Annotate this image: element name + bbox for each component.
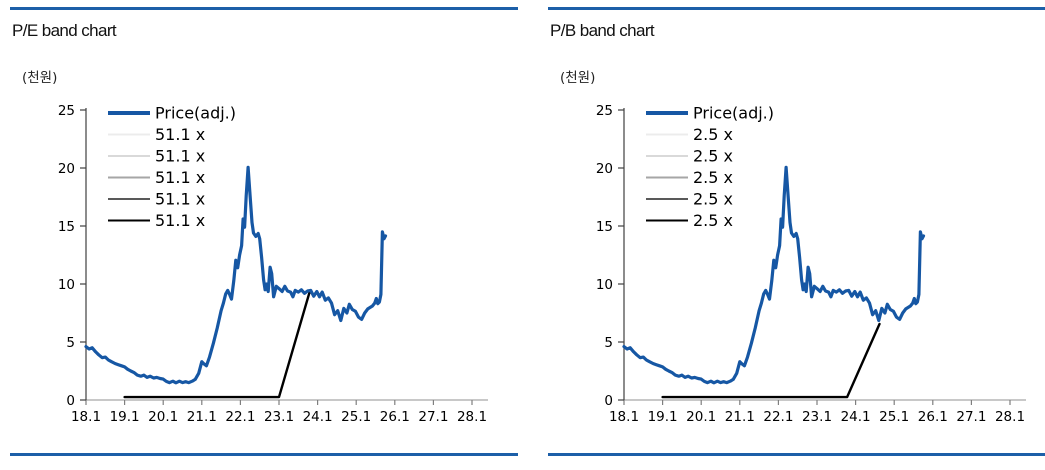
bottom-rule bbox=[548, 453, 1045, 456]
x-tick-label: 19.1 bbox=[648, 409, 678, 425]
legend-label: Price(adj.) bbox=[155, 104, 236, 123]
legend-label: 51.1 x bbox=[155, 147, 205, 166]
band-line bbox=[661, 322, 881, 399]
legend-label: 2.5 x bbox=[693, 147, 733, 166]
x-tick-label: 21.1 bbox=[187, 409, 217, 425]
x-tick-label: 27.1 bbox=[956, 409, 986, 425]
price-line bbox=[622, 165, 926, 385]
pe-chart-canvas: 18.1 19.1 20.1 21.1 22.1 23.1 24.1 25.1 26.1 27.1… bbox=[58, 103, 488, 425]
legend-label: 2.5 x bbox=[693, 190, 733, 209]
y-axis-unit-label: (천원) bbox=[22, 70, 58, 86]
x-tick-label: 21.1 bbox=[725, 409, 755, 425]
pe-band-chart-panel: P/E band chart (천원) 18.1 19.1 20.1 21.1 22.1… bbox=[10, 0, 518, 470]
x-tick-label: 24.1 bbox=[303, 409, 333, 425]
legend-label: 2.5 x bbox=[693, 125, 733, 144]
x-tick-label: 26.1 bbox=[918, 409, 948, 425]
x-tick-label: 23.1 bbox=[802, 409, 832, 425]
y-tick-label: 5 bbox=[66, 335, 75, 351]
x-tick-label: 18.1 bbox=[609, 409, 639, 425]
x-tick-label: 20.1 bbox=[686, 409, 716, 425]
legend-label: 51.1 x bbox=[155, 168, 205, 187]
y-tick-label: 25 bbox=[596, 103, 613, 119]
y-tick-label: 10 bbox=[58, 277, 75, 293]
x-tick-label: 25.1 bbox=[879, 409, 909, 425]
legend-label: 51.1 x bbox=[155, 125, 205, 144]
legend-label: 51.1 x bbox=[155, 190, 205, 209]
top-rule bbox=[10, 7, 518, 10]
bottom-rule bbox=[10, 453, 518, 456]
y-axis-unit-label: (천원) bbox=[560, 70, 596, 86]
legend-label: 2.5 x bbox=[693, 168, 733, 187]
y-tick-label: 10 bbox=[596, 277, 613, 293]
legend: Price(adj.) 51.1 x 51.1 x 51.1 x 51.1 x 51.1 … bbox=[108, 104, 236, 230]
legend-label: Price(adj.) bbox=[693, 104, 774, 123]
y-tick-label: 15 bbox=[596, 219, 613, 235]
chart-title: P/B band chart bbox=[550, 21, 655, 40]
x-tick-label: 20.1 bbox=[148, 409, 178, 425]
y-tick-label: 0 bbox=[604, 393, 613, 409]
x-tick-label: 28.1 bbox=[995, 409, 1025, 425]
chart-title: P/E band chart bbox=[12, 21, 117, 40]
y-tick-label: 5 bbox=[604, 335, 613, 351]
legend-label: 51.1 x bbox=[155, 211, 205, 230]
x-tick-label: 18.1 bbox=[71, 409, 101, 425]
x-tick-label: 19.1 bbox=[110, 409, 140, 425]
x-tick-label: 22.1 bbox=[763, 409, 793, 425]
legend-label: 2.5 x bbox=[693, 211, 733, 230]
top-rule bbox=[548, 7, 1045, 10]
band-line bbox=[123, 289, 312, 399]
y-tick-label: 20 bbox=[596, 161, 613, 177]
y-tick-label: 15 bbox=[58, 219, 75, 235]
x-tick-label: 24.1 bbox=[841, 409, 871, 425]
x-tick-label: 26.1 bbox=[380, 409, 410, 425]
x-tick-label: 27.1 bbox=[418, 409, 448, 425]
legend: Price(adj.) 2.5 x 2.5 x 2.5 x 2.5 x 2.5 x bbox=[646, 104, 774, 230]
y-tick-label: 25 bbox=[58, 103, 75, 119]
pb-band-chart-panel: P/B band chart (천원) 18.1 19.1 20.1 21.1 22.1… bbox=[548, 0, 1045, 470]
pb-chart-canvas: 18.1 19.1 20.1 21.1 22.1 23.1 24.1 25.1 26.1 27.1… bbox=[596, 103, 1026, 425]
y-tick-label: 0 bbox=[66, 393, 75, 409]
x-tick-label: 22.1 bbox=[225, 409, 255, 425]
x-tick-label: 28.1 bbox=[457, 409, 487, 425]
price-line bbox=[84, 165, 388, 385]
y-tick-label: 20 bbox=[58, 161, 75, 177]
x-tick-label: 25.1 bbox=[341, 409, 371, 425]
x-tick-label: 23.1 bbox=[264, 409, 294, 425]
